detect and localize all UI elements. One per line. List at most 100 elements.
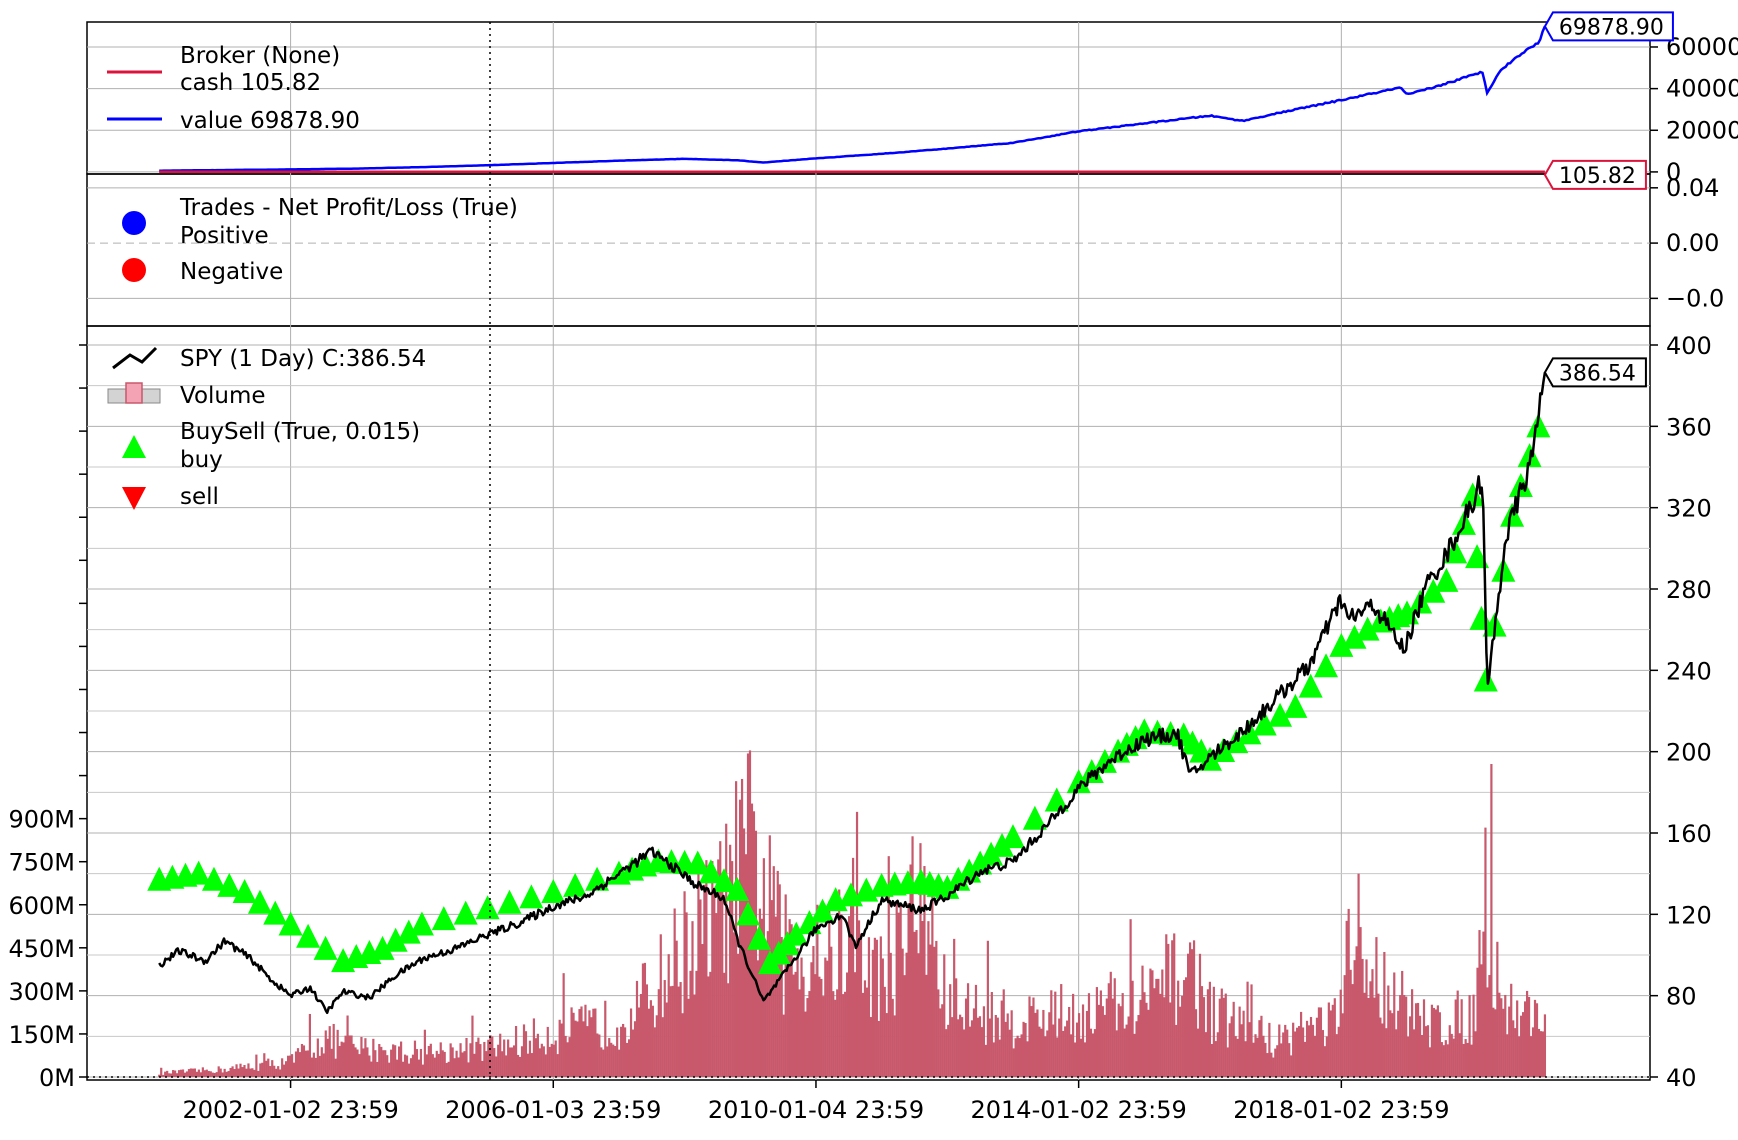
volume-bar	[568, 1037, 571, 1077]
volume-bar	[390, 1049, 393, 1077]
volume-bar	[1296, 1027, 1299, 1077]
price-y-tick-label: 280	[1666, 576, 1712, 604]
buy-marker	[232, 878, 257, 903]
buy-marker	[1434, 567, 1459, 592]
volume-bar	[1525, 990, 1529, 1077]
volume-bar	[166, 1070, 169, 1077]
volume-y-tick-label: 900M	[8, 806, 75, 834]
volume-bar	[1073, 1042, 1077, 1077]
volume-bar	[1141, 965, 1144, 1077]
volume-bar	[1403, 995, 1406, 1077]
volume-bar	[635, 980, 639, 1077]
x-tick-label: 2006-01-03 23:59	[445, 1096, 661, 1124]
volume-bar	[1196, 1028, 1200, 1077]
volume-bar	[1238, 1006, 1241, 1077]
volume-bar	[1072, 993, 1075, 1077]
volume-bar	[431, 1054, 434, 1077]
volume-bar	[1214, 1041, 1217, 1077]
volume-bar	[867, 937, 871, 1077]
volume-bar	[1202, 997, 1206, 1077]
volume-bar	[604, 1000, 607, 1077]
volume-bar	[362, 1048, 365, 1077]
volume-bar	[1186, 953, 1190, 1077]
volume-bar	[1079, 1038, 1083, 1077]
volume-bar	[467, 1062, 470, 1077]
volume-bar	[665, 1002, 668, 1077]
volume-bar	[1125, 1024, 1128, 1077]
volume-bar	[1418, 1015, 1422, 1077]
volume-bar	[499, 1033, 502, 1077]
volume-bar	[435, 1050, 438, 1077]
volume-bar	[822, 996, 825, 1077]
volume-bar	[1543, 1014, 1547, 1077]
buy-marker	[563, 872, 588, 897]
volume-bar	[1468, 995, 1471, 1077]
buy-marker	[201, 866, 226, 891]
volume-bar	[1252, 1042, 1255, 1077]
volume-bar	[1512, 1020, 1515, 1077]
volume-bars	[158, 750, 1547, 1077]
volume-bar	[562, 973, 565, 1077]
volume-bar	[1064, 1026, 1067, 1077]
volume-bar	[487, 1039, 490, 1077]
volume-bar	[283, 1064, 286, 1077]
price-y-tick-label: 360	[1666, 413, 1712, 441]
volume-bar	[1371, 969, 1374, 1077]
volume-bar	[627, 1039, 631, 1077]
volume-bar	[659, 934, 662, 1077]
spy-legend-label: SPY (1 Day) C:386.54	[180, 346, 426, 372]
volume-bar	[1077, 1013, 1081, 1077]
volume-bar	[1085, 1010, 1089, 1077]
volume-bar	[1038, 1026, 1041, 1077]
negative-legend-label: Negative	[180, 259, 283, 285]
volume-bar	[673, 908, 676, 1077]
volume-bar	[798, 989, 801, 1077]
volume-bar	[1407, 1036, 1410, 1077]
volume-bar	[899, 904, 902, 1077]
volume-bar	[1490, 764, 1493, 1077]
volume-bar	[1500, 998, 1503, 1077]
volume-bar	[873, 937, 876, 1077]
volume-bar	[1276, 1045, 1279, 1077]
volume-bar	[1535, 1003, 1539, 1077]
trades-legend: Trades - Net Profit/Loss (True) Positive…	[122, 195, 518, 285]
volume-bar	[439, 1042, 442, 1077]
volume-bar	[625, 1042, 629, 1077]
volume-bar	[207, 1071, 210, 1077]
volume-bar	[679, 982, 682, 1077]
volume-bar	[853, 972, 857, 1077]
volume-bar	[1002, 989, 1005, 1077]
volume-bar	[1212, 986, 1215, 1077]
volume-bar	[197, 1069, 200, 1077]
volume-bar	[1012, 1048, 1015, 1077]
volume-bar	[663, 980, 666, 1077]
volume-bar	[259, 1063, 262, 1077]
volume-bar	[707, 976, 710, 1077]
volume-bar	[596, 1033, 599, 1077]
volume-bar	[1292, 1022, 1295, 1077]
buy-marker	[1252, 711, 1277, 736]
buy-marker	[475, 895, 500, 920]
volume-bar	[1163, 997, 1166, 1077]
volume-bar	[399, 1041, 403, 1077]
x-tick-label: 2014-01-02 23:59	[971, 1096, 1187, 1124]
volume-bar	[249, 1068, 252, 1077]
volume-bar	[441, 1050, 444, 1077]
volume-bar	[903, 975, 906, 1077]
volume-bar	[1177, 980, 1180, 1077]
volume-bar	[1167, 943, 1170, 1077]
volume-bar	[463, 1051, 466, 1077]
volume-bar	[1169, 1002, 1172, 1077]
volume-bar	[990, 991, 993, 1077]
volume-bar	[1361, 958, 1364, 1077]
volume-bar	[294, 1051, 298, 1077]
volume-bar	[986, 940, 989, 1077]
volume-bar	[193, 1068, 197, 1077]
buy-marker	[1022, 805, 1047, 830]
volume-bar	[1109, 971, 1112, 1077]
volume-bar	[915, 930, 918, 1077]
volume-bar	[687, 998, 690, 1077]
volume-bar	[453, 1058, 456, 1077]
volume-bar	[413, 1040, 417, 1077]
volume-bar	[1476, 967, 1479, 1077]
